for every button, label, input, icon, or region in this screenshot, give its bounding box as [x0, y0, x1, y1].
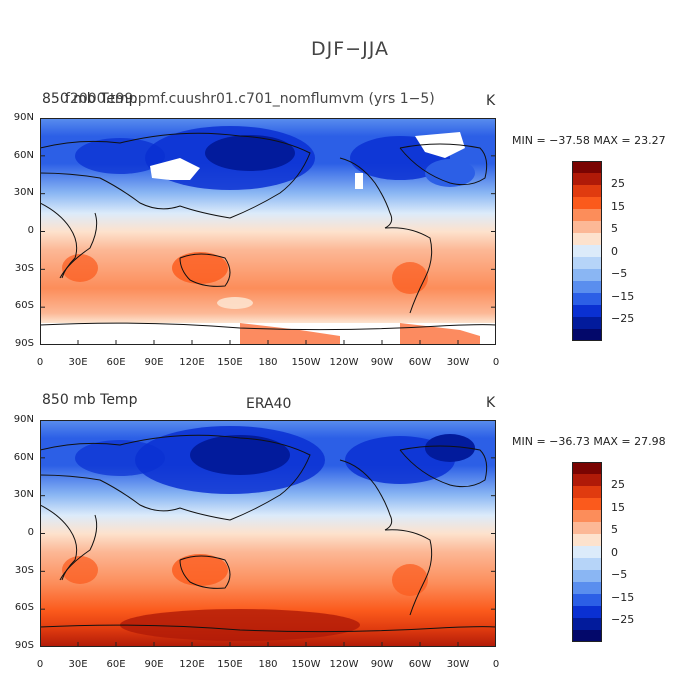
panel1-lat-60N: 60N [13, 150, 34, 161]
panel1-cb-label-m15: −15 [611, 290, 635, 303]
panel2-center-title: ERA40 [246, 396, 292, 412]
panel1-colorbar-swatch [572, 197, 602, 210]
panel1-colorbar-swatch [572, 173, 602, 186]
panel2-colorbar-swatch [572, 522, 602, 535]
panel2-units: K [486, 395, 496, 411]
panel1-colorbar-swatch [572, 185, 602, 198]
panel2-lon-90E: 90E [144, 659, 164, 670]
panel2-colorbar-swatch [572, 534, 602, 547]
panel2-lat-30N: 30N [13, 489, 34, 500]
panel1-colorbar-swatch [572, 209, 602, 222]
panel1-lat-60S: 60S [14, 300, 34, 311]
panel2-colorbar-swatch [572, 558, 602, 571]
panel1-lon-30E: 30E [68, 357, 88, 368]
figure-title: DJF−JJA [311, 38, 389, 60]
panel1-colorbar-swatch [572, 293, 602, 306]
panel1-colorbar-swatch [572, 257, 602, 270]
panel1-colorbar-border [572, 161, 602, 341]
panel1-lon-0-end: 0 [492, 357, 500, 368]
panel2-cb-label-5: 5 [611, 523, 618, 536]
panel2-cb-label-25: 25 [611, 478, 625, 491]
panel1-colorbar-swatch [572, 233, 602, 246]
panel1-cb-label-25: 25 [611, 177, 625, 190]
panel2-lon-180: 180 [258, 659, 278, 670]
panel2-cb-label-m15: −15 [611, 591, 635, 604]
panel1-lat-30N: 30N [13, 187, 34, 198]
panel1-colorbar-swatch [572, 329, 602, 341]
panel1-lon-30W: 30W [446, 357, 470, 368]
panel2-colorbar-swatch [572, 630, 602, 642]
panel2-lat-60S: 60S [14, 602, 34, 613]
panel1-colorbar-swatch [572, 269, 602, 282]
panel1-lon-150E: 150E [217, 357, 243, 368]
panel1-colorbar-swatch [572, 221, 602, 234]
panel2-lat-90S: 90S [14, 640, 34, 651]
panel2-lon-60E: 60E [106, 659, 126, 670]
panel1-lon-90E: 90E [144, 357, 164, 368]
panel1-lon-120W: 120W [329, 357, 359, 368]
panel2-left-title: 850 mb Temp [42, 392, 138, 408]
panel1-lon-90W: 90W [370, 357, 394, 368]
panel2-lon-0: 0 [36, 659, 44, 670]
panel1-lon-60E: 60E [106, 357, 126, 368]
panel2-lon-90W: 90W [370, 659, 394, 670]
panel2-colorbar-swatch [572, 474, 602, 487]
panel1-map [40, 118, 496, 345]
panel1-cb-label-m25: −25 [611, 312, 635, 325]
panel1-lon-150W: 150W [291, 357, 321, 368]
panel1-lon-120E: 120E [179, 357, 205, 368]
panel2-lon-30W: 30W [446, 659, 470, 670]
panel1-cb-label-5: 5 [611, 222, 618, 235]
panel1-colorbar-swatch [572, 305, 602, 318]
panel2-colorbar-swatch [572, 510, 602, 523]
panel1-lon-180: 180 [258, 357, 278, 368]
panel1-colorbar-swatch [572, 245, 602, 258]
panel2-colorbar-swatch [572, 570, 602, 583]
panel2-colorbar-swatch [572, 498, 602, 511]
panel1-units: K [486, 93, 496, 109]
panel2-lon-30E: 30E [68, 659, 88, 670]
panel1-cb-label-15: 15 [611, 200, 625, 213]
panel2-lon-0-end: 0 [492, 659, 500, 670]
panel1-lat-90S: 90S [14, 338, 34, 349]
panel2-lon-120W: 120W [329, 659, 359, 670]
panel2-lon-120E: 120E [179, 659, 205, 670]
panel1-left-title: 850 mb Temp [42, 91, 138, 107]
panel1-colorbar [572, 161, 602, 341]
panel2-minmax: MIN = −36.73 MAX = 27.98 [512, 435, 666, 448]
panel2-colorbar-swatch [572, 486, 602, 499]
panel1-case-name: f2000.t99.pmf.cuushr01.c701_nomflumvm (y… [65, 91, 435, 107]
panel2-cb-label-0: 0 [611, 546, 618, 559]
panel2-colorbar-swatch [572, 618, 602, 631]
panel1-cb-label-0: 0 [611, 245, 618, 258]
panel2-lon-150W: 150W [291, 659, 321, 670]
panel2-lat-60N: 60N [13, 452, 34, 463]
panel1-minmax: MIN = −37.58 MAX = 23.27 [512, 134, 666, 147]
panel2-lat-90N: 90N [13, 414, 34, 425]
panel1-lon-60W: 60W [408, 357, 432, 368]
panel2-colorbar-swatch [572, 606, 602, 619]
panel2-colorbar [572, 462, 602, 642]
panel2-colorbar-swatch [572, 582, 602, 595]
panel2-lon-150E: 150E [217, 659, 243, 670]
panel1-lon-0: 0 [36, 357, 44, 368]
panel1-lat-30S: 30S [14, 263, 34, 274]
panel2-cb-label-15: 15 [611, 501, 625, 514]
panel2-colorbar-swatch [572, 462, 602, 475]
panel1-colorbar-swatch [572, 281, 602, 294]
panel2-colorbar-border [572, 462, 602, 642]
panel2-colorbar-swatch [572, 546, 602, 559]
panel1-lat-90N: 90N [13, 112, 34, 123]
panel1-colorbar-swatch [572, 161, 602, 174]
panel2-cb-label-m5: −5 [611, 568, 628, 581]
panel1-lat-0: 0 [27, 225, 34, 236]
panel2-lon-60W: 60W [408, 659, 432, 670]
panel2-cb-label-m25: −25 [611, 613, 635, 626]
panel2-colorbar-swatch [572, 594, 602, 607]
panel1-colorbar-swatch [572, 317, 602, 330]
panel2-lat-30S: 30S [14, 565, 34, 576]
panel2-lat-0: 0 [27, 527, 34, 538]
panel2-map [40, 420, 496, 647]
panel1-cb-label-m5: −5 [611, 267, 628, 280]
